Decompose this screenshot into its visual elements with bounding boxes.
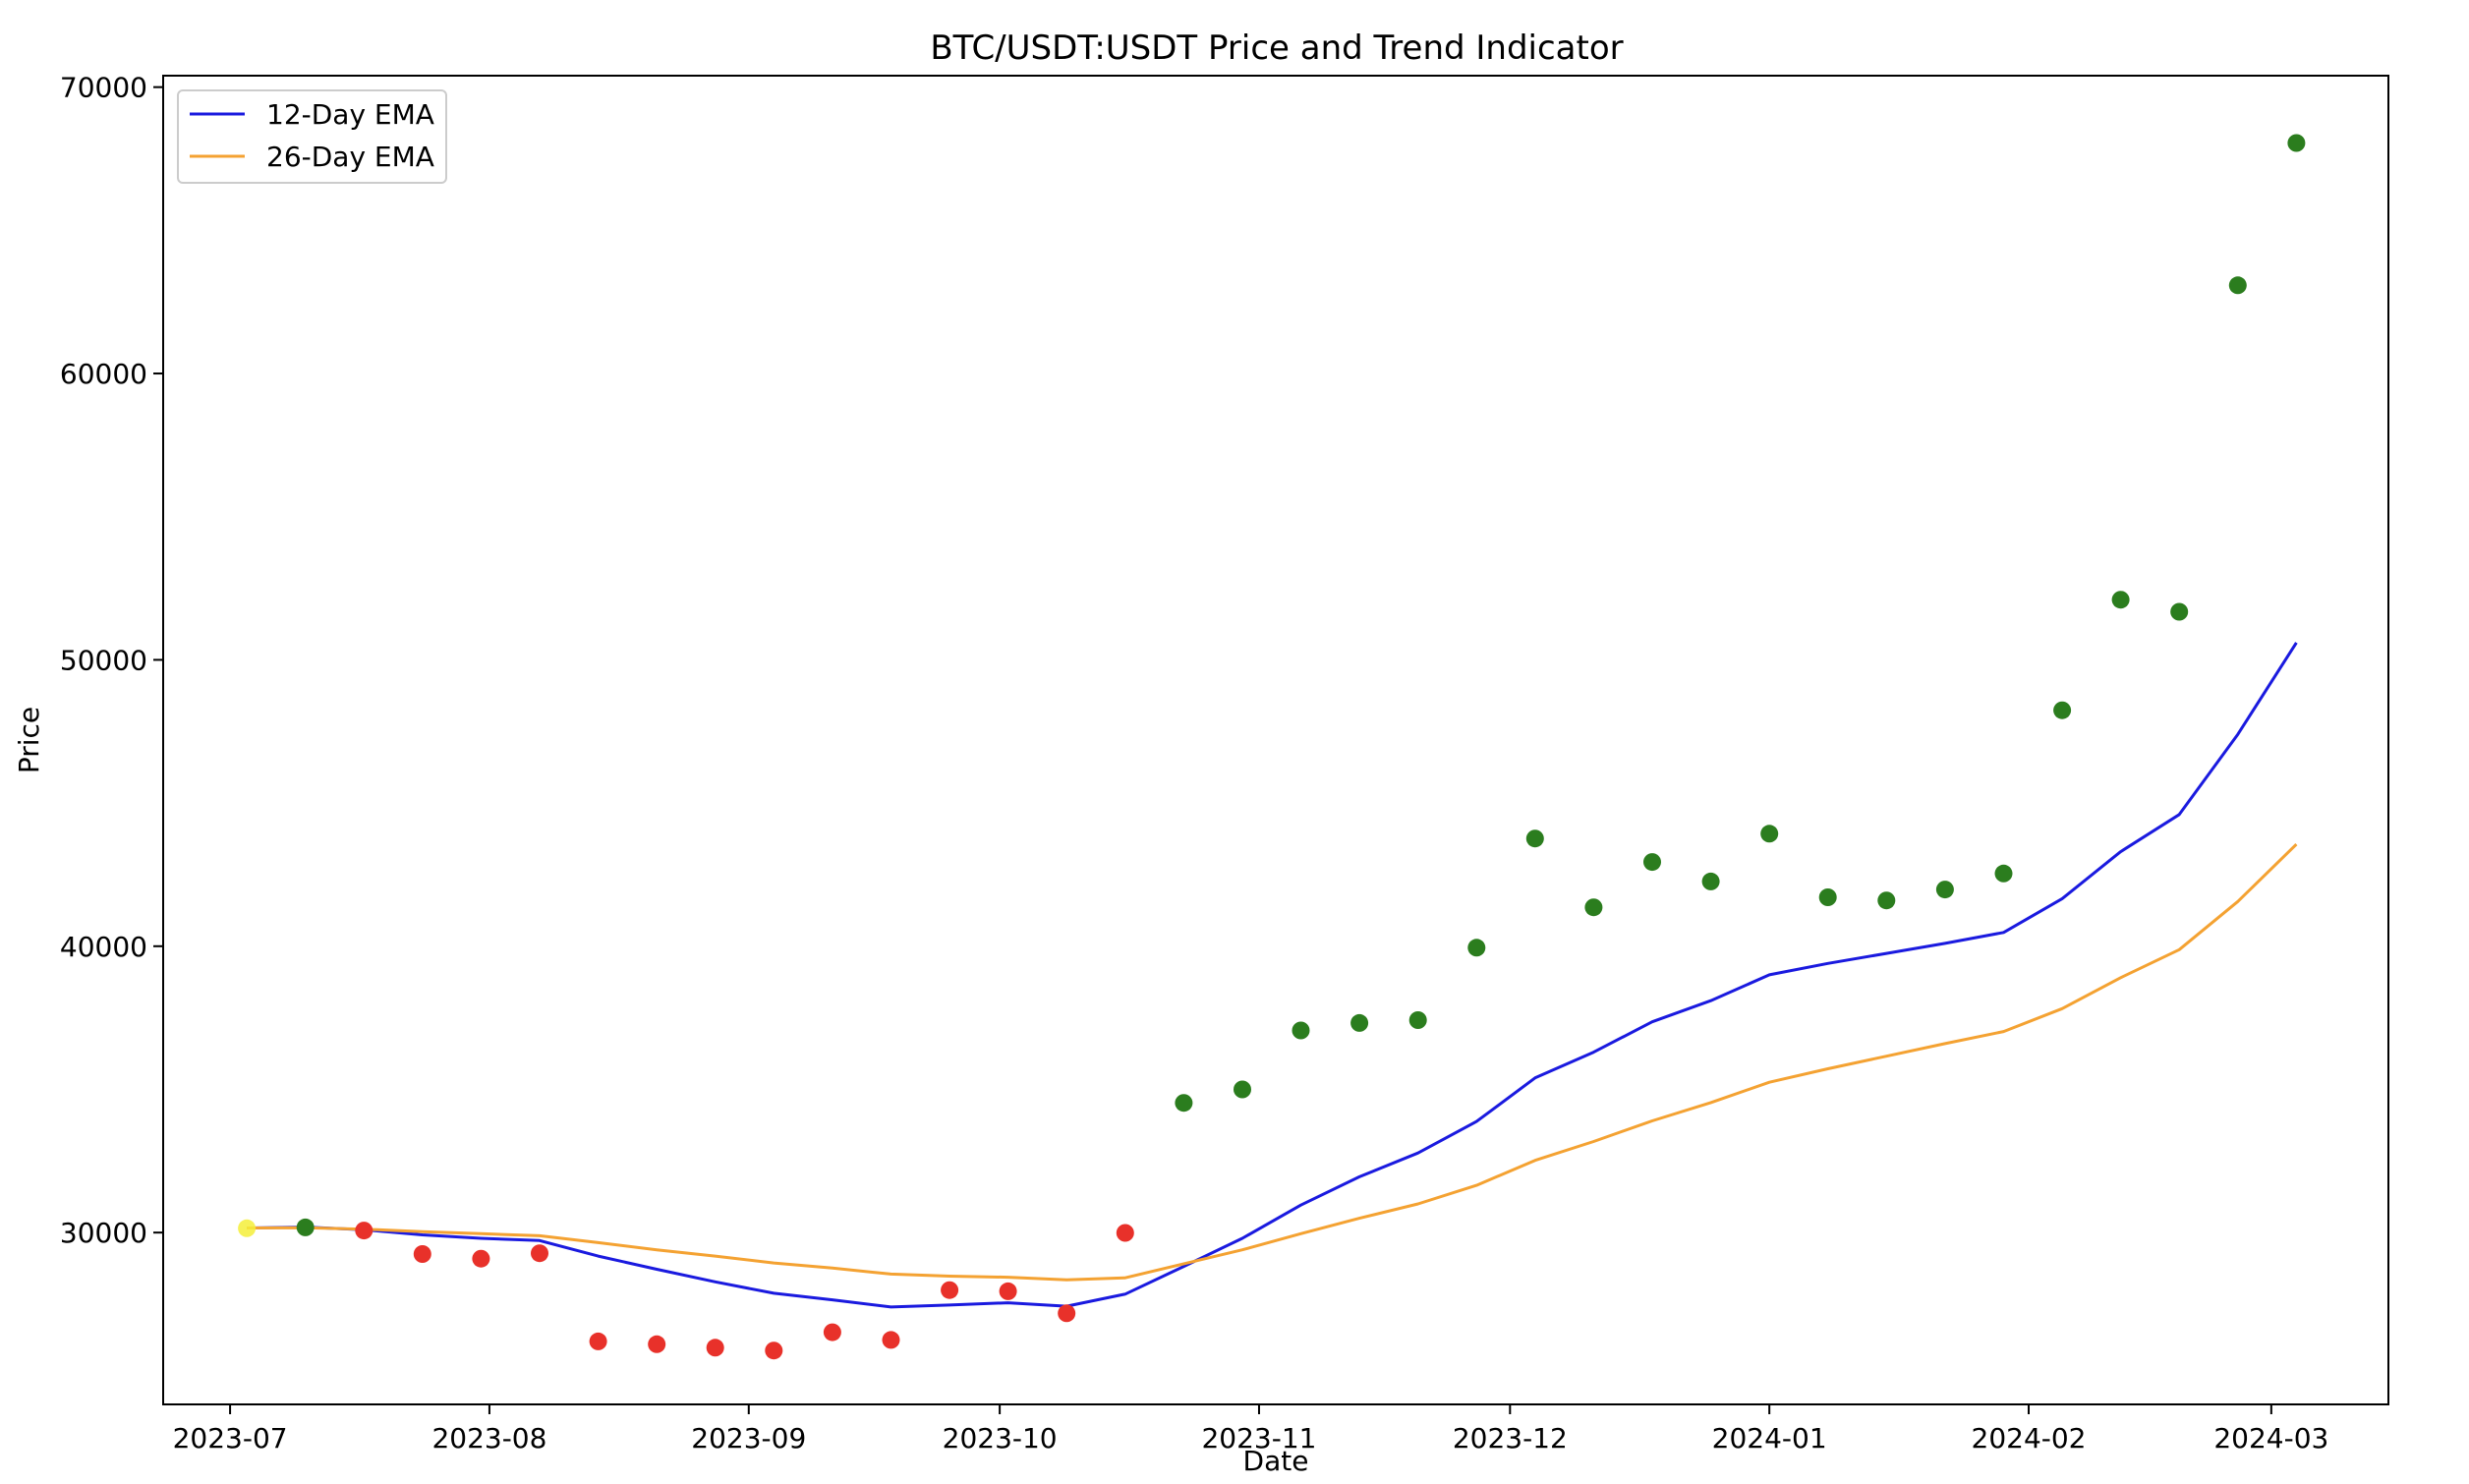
price-point-bullish [2053, 701, 2072, 719]
x-axis: 2023-07 2023-08 2023-09 2023-10 2023-11 2023-… [173, 1404, 2328, 1455]
price-point-bullish [1350, 1013, 1369, 1032]
series-line-12-day-ema [247, 642, 2298, 1309]
price-point-bearish [882, 1331, 900, 1349]
price-point-bullish [1234, 1080, 1251, 1099]
price-point-bearish [472, 1249, 490, 1268]
y-tick-label: 50000 [60, 644, 147, 676]
price-point-bullish [1584, 898, 1603, 917]
price-point-bullish [1175, 1094, 1193, 1113]
price-point-bullish [1467, 939, 1486, 957]
price-point-bullish [1760, 825, 1779, 843]
y-axis-label: Price [13, 707, 45, 773]
price-point-bearish [413, 1245, 431, 1263]
price-point-bullish [1408, 1011, 1427, 1029]
chart-title: BTC/USDT:USDT Price and Trend Indicator [930, 29, 1623, 68]
x-tick-label: 2023-08 [431, 1422, 546, 1455]
x-tick-label: 2023-10 [943, 1422, 1058, 1455]
price-point-bullish [1994, 864, 2013, 883]
legend-label-12-day-ema: 12-Day EMA [266, 98, 434, 131]
price-point-bullish [1935, 881, 1954, 899]
price-point-bullish [296, 1218, 315, 1236]
price-point-bullish [2111, 591, 2130, 609]
price-point-bullish [2287, 134, 2306, 152]
price-point-bearish [706, 1339, 724, 1357]
price-point-bearish [941, 1281, 959, 1299]
price-point-bullish [2228, 276, 2247, 295]
price-point-bullish [1877, 891, 1896, 910]
x-tick-label: 2023-07 [173, 1422, 288, 1455]
series-layer [247, 642, 2298, 1309]
price-point-bearish [823, 1323, 841, 1341]
price-point-bearish [355, 1222, 373, 1240]
y-tick-label: 40000 [60, 931, 147, 963]
x-tick-label: 2023-11 [1201, 1422, 1316, 1455]
price-point-bearish [765, 1341, 783, 1360]
series-line-26-day-ema [247, 843, 2298, 1282]
legend: 12-Day EMA 26-Day EMA [177, 89, 447, 184]
price-point-bullish [1643, 853, 1661, 872]
price-point-bullish [1525, 829, 1544, 848]
price-point-bearish [531, 1244, 548, 1263]
price-point-bullish [1292, 1021, 1310, 1040]
price-point-bullish [2170, 602, 2189, 621]
price-point-bearish [1116, 1224, 1134, 1242]
price-point-bullish [1818, 888, 1837, 906]
x-tick-label: 2024-02 [1972, 1422, 2087, 1455]
x-axis-label: Date [1243, 1445, 1309, 1477]
y-tick-label: 30000 [60, 1217, 147, 1249]
price-point-bearish [648, 1335, 666, 1353]
y-tick-label: 60000 [60, 358, 147, 390]
x-tick-label: 2023-09 [691, 1422, 806, 1455]
x-tick-label: 2024-01 [1712, 1422, 1827, 1455]
y-axis: 30000 40000 50000 60000 70000 [60, 72, 163, 1249]
y-tick-label: 70000 [60, 72, 147, 104]
price-point-bearish [589, 1332, 607, 1350]
x-tick-label: 2024-03 [2213, 1422, 2328, 1455]
plot-area-frame [162, 75, 2389, 1405]
x-tick-label: 2023-12 [1453, 1422, 1568, 1455]
price-point-bearish [999, 1282, 1017, 1300]
price-point-bullish [1701, 872, 1720, 890]
price-points-layer [238, 134, 2306, 1360]
price-point-neutral [238, 1219, 257, 1237]
legend-box [177, 89, 447, 184]
price-point-bearish [1058, 1304, 1076, 1323]
legend-label-26-day-ema: 26-Day EMA [266, 141, 434, 173]
